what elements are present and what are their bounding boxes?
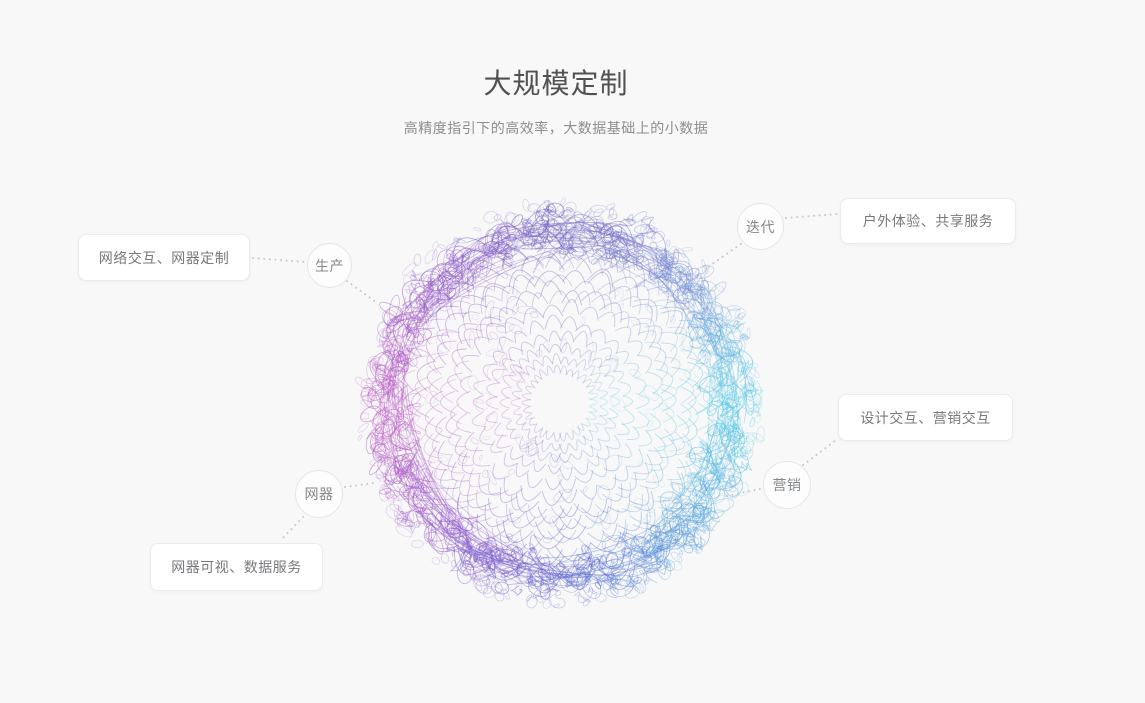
scribble-sphere-graphic [354, 197, 765, 609]
dotted-connector [252, 257, 306, 263]
dotted-connector [785, 213, 839, 219]
callout-circle-device-label: 网器 [304, 486, 334, 502]
callout-circle-device: 网器 [295, 470, 343, 518]
callout-box-production: 网络交互、网器定制 [78, 234, 250, 281]
callout-box-device-label: 网器可视、数据服务 [171, 559, 302, 575]
callout-circle-production: 生产 [307, 243, 352, 288]
page-subtitle: 高精度指引下的高效率，大数据基础上的小数据 [403, 120, 709, 136]
callout-box-iteration: 户外体验、共享服务 [840, 198, 1016, 244]
callout-box-marketing-label: 设计交互、营销交互 [860, 409, 991, 426]
dotted-connector [802, 440, 836, 466]
page-title: 大规模定制 [483, 68, 629, 99]
dotted-connector [279, 516, 304, 542]
section-header: 大规模定制 高精度指引下的高效率，大数据基础上的小数据 [0, 0, 1112, 138]
callout-box-marketing: 设计交互、营销交互 [838, 394, 1013, 441]
callout-box-device: 网器可视、数据服务 [150, 543, 323, 591]
callout-circle-marketing-label: 营销 [772, 477, 802, 493]
callout-circle-production-label: 生产 [315, 257, 344, 274]
callout-circle-iteration: 迭代 [737, 203, 784, 250]
callout-box-iteration-label: 户外体验、共享服务 [862, 213, 994, 229]
callout-circle-marketing: 营销 [763, 461, 811, 509]
callout-circle-iteration-label: 迭代 [746, 218, 775, 235]
callout-box-production-label: 网络交互、网器定制 [98, 249, 230, 266]
